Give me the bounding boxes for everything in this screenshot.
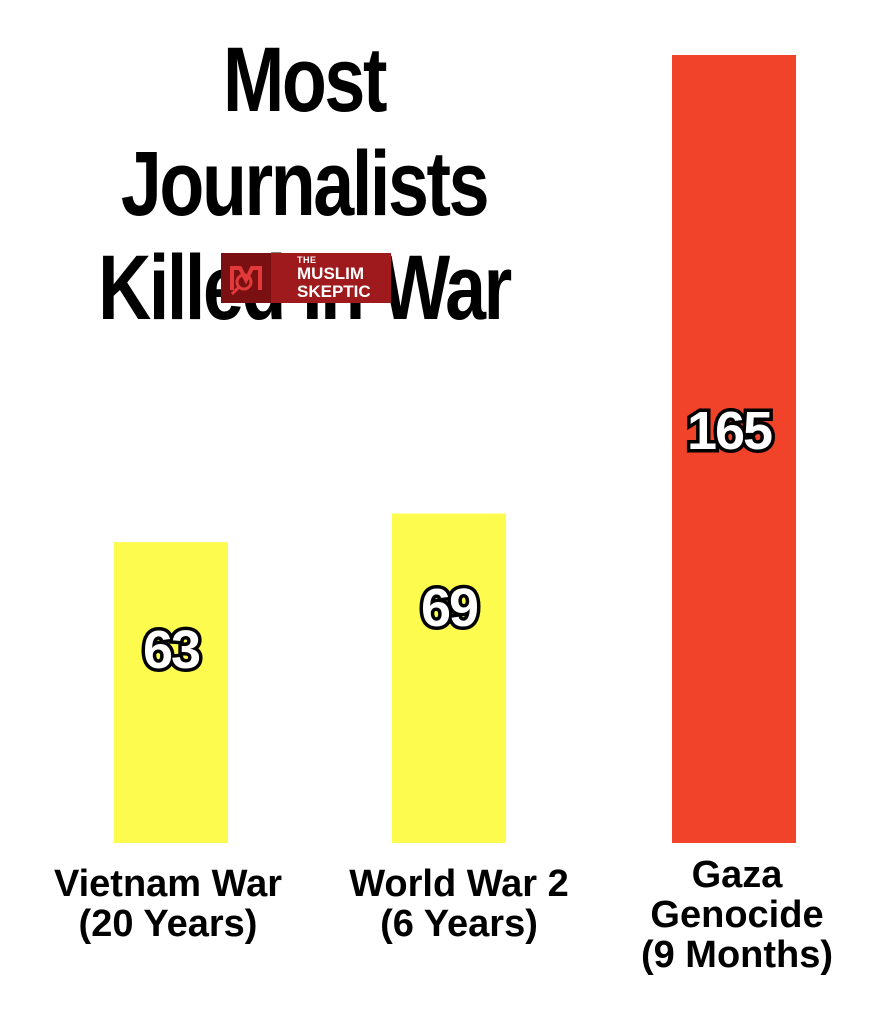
muslim-skeptic-logo: THE MUSLIM SKEPTIC bbox=[221, 253, 391, 303]
category-label-0-line-1: (20 Years) bbox=[79, 903, 258, 945]
bar-0 bbox=[114, 542, 228, 843]
category-label-2-line-0: Gaza bbox=[692, 854, 784, 896]
category-label-2-line-2: (9 Months) bbox=[641, 934, 833, 976]
chart-title: Most Journalists Killed In War bbox=[60, 28, 548, 340]
category-label-2-line-1: Genocide bbox=[650, 894, 823, 936]
bar-value-label-0: 63 bbox=[143, 620, 200, 680]
logo-line-skeptic: SKEPTIC bbox=[297, 281, 371, 301]
category-label-1-line-1: (6 Years) bbox=[380, 903, 538, 945]
logo-wordmark: THE MUSLIM SKEPTIC bbox=[297, 254, 371, 301]
bar-2 bbox=[672, 55, 796, 843]
category-label-1-line-0: World War 2 bbox=[349, 863, 569, 905]
logo-line-muslim: MUSLIM bbox=[297, 263, 365, 283]
bar-1 bbox=[392, 513, 506, 843]
bar-value-label-2: 165 bbox=[687, 401, 772, 461]
category-label-0-line-0: Vietnam War bbox=[54, 863, 282, 905]
logo-emblem-icon bbox=[221, 253, 271, 303]
title-line-1: Most Journalists bbox=[120, 29, 490, 235]
logo-line-the: THE bbox=[297, 254, 317, 265]
bar-value-label-1: 69 bbox=[421, 578, 478, 638]
